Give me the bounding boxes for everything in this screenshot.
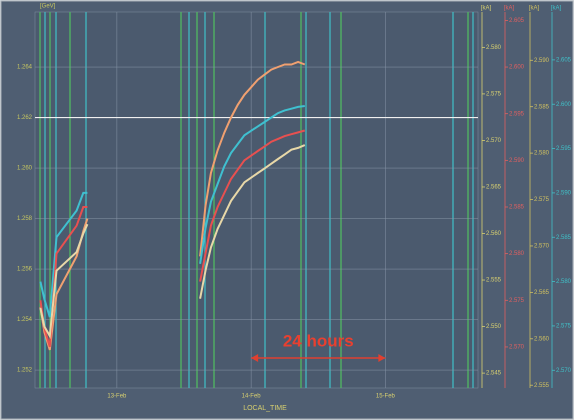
axis-unit: [kA]: [504, 6, 515, 12]
y-tick-label: 2.560: [486, 231, 502, 237]
axis-unit: [kA]: [551, 6, 562, 12]
y-tick-label: 2.580: [556, 279, 572, 285]
y-tick-label: 2.560: [534, 336, 550, 342]
y-tick-label: 2.580: [486, 45, 502, 51]
y-tick-label: 2.570: [556, 368, 572, 374]
spikes: [39, 12, 474, 388]
y-tick-label: 1.258: [17, 216, 33, 222]
y-tick-label: 2.585: [534, 104, 550, 110]
x-axis-label: LOCAL_TIME: [243, 405, 287, 412]
y-tick-label: 2.590: [534, 58, 550, 64]
y-tick-label: 1.262: [17, 115, 33, 121]
y-tick-label: 2.550: [486, 324, 502, 330]
y-tick-label: 2.555: [534, 383, 550, 389]
annotation: 24 hours: [283, 331, 354, 350]
y-tick-label: 2.570: [509, 345, 525, 351]
y-tick-label: 2.575: [486, 91, 502, 97]
y-tick-label: 2.585: [509, 205, 525, 211]
axis-unit: [kA]: [529, 6, 540, 12]
y-tick-label: 2.545: [486, 371, 502, 377]
y-tick-label: 2.575: [509, 298, 525, 304]
y-tick-label: 1.252: [17, 368, 33, 374]
x-tick-label: 15-Feb: [376, 394, 396, 400]
y-tick-label: 2.565: [486, 185, 502, 191]
y-tick-label: 2.580: [509, 251, 525, 257]
plot-area: [34, 11, 479, 389]
y-tick-label: 2.570: [486, 138, 502, 144]
y-tick-label: 2.555: [486, 278, 502, 284]
y-tick-label: 2.605: [556, 57, 572, 63]
y-tick-label: 2.585: [556, 235, 572, 241]
series-line: [39, 105, 305, 318]
x-tick-label: 14-Feb: [242, 394, 262, 400]
y-tick-label: 2.565: [534, 290, 550, 296]
y-tick-label: 2.600: [556, 102, 572, 108]
y-tick-label: 2.575: [556, 324, 572, 330]
y-tick-label: 2.580: [534, 151, 550, 157]
y-tick-label: 2.595: [509, 111, 525, 117]
y-tick-label: 2.590: [556, 190, 572, 196]
y-tick-label: 1.256: [17, 267, 33, 273]
y-tick-label: 2.600: [509, 65, 525, 71]
y-tick-label: 1.254: [17, 317, 33, 323]
y-tick-label: 1.264: [17, 65, 33, 71]
y-tick-label: 2.595: [556, 146, 572, 152]
x-tick-label: 13-Feb: [107, 394, 127, 400]
y-tick-label: 2.575: [534, 197, 550, 203]
y-unit: [GeV]: [40, 4, 56, 10]
y-tick-label: 2.605: [509, 18, 525, 24]
y-tick-label: 2.590: [509, 158, 525, 164]
y-tick-label: 2.570: [534, 244, 550, 250]
y-tick-label: 1.260: [17, 166, 33, 172]
series-line: [39, 144, 306, 340]
axis-unit: [kA]: [481, 6, 492, 12]
